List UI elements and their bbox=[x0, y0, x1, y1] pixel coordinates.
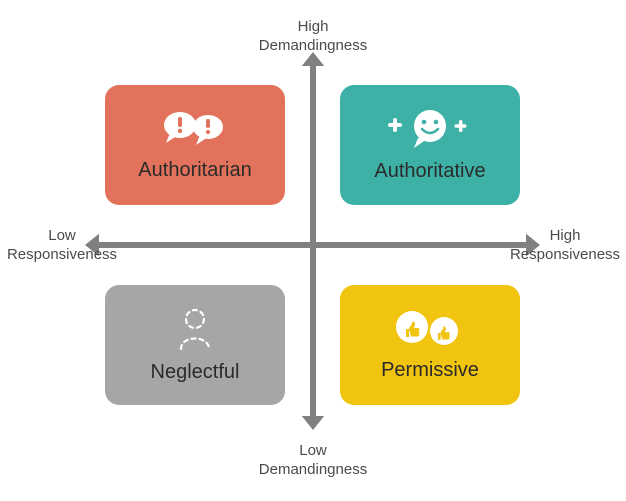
axis-label-left-line2: Responsiveness bbox=[7, 246, 117, 263]
axis-label-bottom: Low Demandingness bbox=[233, 442, 393, 480]
permissive-icon bbox=[392, 309, 468, 349]
axis-label-left: Low Responsiveness bbox=[0, 227, 127, 265]
quadrant-authoritative: Authoritative bbox=[340, 85, 520, 205]
axis-label-bottom-line2: Demandingness bbox=[259, 461, 367, 478]
axis-label-right-line1: High bbox=[550, 227, 581, 244]
quadrant-authoritarian-label: Authoritarian bbox=[138, 159, 251, 182]
quadrant-permissive-label: Permissive bbox=[381, 359, 479, 382]
axis-label-bottom-line1: Low bbox=[299, 442, 327, 459]
quadrant-authoritative-label: Authoritative bbox=[374, 160, 485, 183]
axis-label-right-line2: Responsiveness bbox=[510, 246, 620, 263]
authoritative-icon bbox=[387, 108, 473, 150]
axis-label-left-line1: Low bbox=[48, 227, 76, 244]
quadrant-neglectful: Neglectful bbox=[105, 285, 285, 405]
neglectful-icon bbox=[175, 307, 215, 351]
quadrant-permissive: Permissive bbox=[340, 285, 520, 405]
axis-label-top-line1: High bbox=[298, 18, 329, 35]
axis-label-top: High Demandingness bbox=[233, 18, 393, 56]
quadrant-neglectful-label: Neglectful bbox=[151, 361, 240, 384]
authoritarian-icon bbox=[160, 109, 230, 149]
axis-label-top-line2: Demandingness bbox=[259, 37, 367, 54]
axis-label-right: High Responsiveness bbox=[500, 227, 626, 265]
quadrant-authoritarian: Authoritarian bbox=[105, 85, 285, 205]
